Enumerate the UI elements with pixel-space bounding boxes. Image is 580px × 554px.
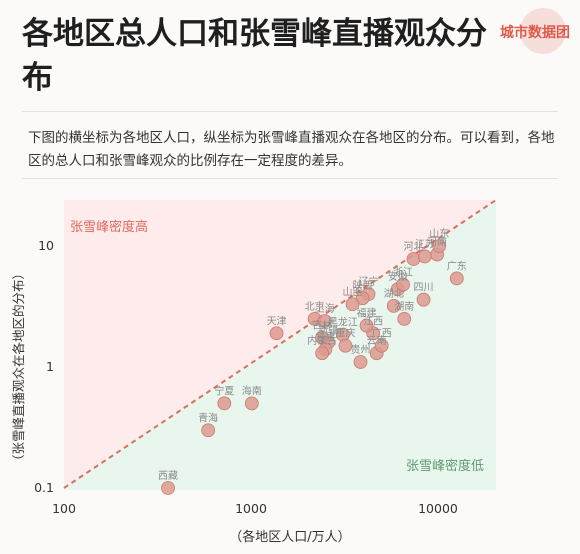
data-point-label: 湖北 [384, 288, 404, 300]
data-point-label: 海南 [242, 384, 262, 397]
data-point-label: 四川 [414, 283, 434, 294]
data-point-label: 青海 [198, 411, 218, 424]
data-point-label: 上海 [315, 302, 335, 315]
data-point-label: 山西 [343, 286, 363, 298]
data-point-label: 辽宁 [359, 275, 379, 288]
data-point [449, 271, 464, 286]
data-point-label: 山东 [429, 227, 449, 240]
data-point [417, 249, 432, 264]
y-tick-label: 0.1 [34, 480, 54, 495]
data-point [345, 297, 360, 312]
axis-ticks: 100 1000 10000 0.1 1 10 [34, 238, 458, 516]
low-density-annotation: 张雪峰密度低 [406, 458, 484, 474]
brand-emblem-icon [520, 8, 566, 54]
y-axis-title: （张雪峰直播观众在各地区的分布） [11, 267, 26, 467]
data-point [201, 423, 216, 438]
data-point-label: 湖南 [394, 300, 414, 313]
x-tick-label: 100 [52, 501, 76, 516]
data-point-label: 陕西 [353, 279, 373, 292]
data-point-label: 宁夏 [214, 384, 234, 397]
proportional-diagonal-line [63, 199, 497, 489]
data-point-label: 河北 [404, 241, 424, 253]
data-point [396, 277, 410, 292]
data-point [317, 314, 332, 328]
data-point [269, 326, 284, 341]
data-point-label: 云南 [367, 334, 387, 347]
data-point [397, 311, 412, 326]
data-point [244, 396, 259, 411]
page-title: 各地区总人口和张雪峰直播观众分布 [22, 16, 487, 96]
data-point-label: 江苏 [415, 237, 435, 250]
data-point [353, 355, 368, 369]
data-point-label: 贵州 [350, 343, 370, 356]
data-point [432, 239, 447, 253]
data-point [315, 346, 329, 361]
data-point-label: 西藏 [158, 470, 178, 482]
data-point-label: 河南 [427, 236, 447, 249]
data-point-label: 天津 [267, 315, 287, 327]
data-point-label: 吉林 [312, 319, 332, 332]
high-density-annotation: 张雪峰密度高 [70, 219, 148, 235]
data-point [386, 298, 401, 313]
data-point [355, 291, 370, 306]
brand-logo: 城市数据团 [490, 8, 572, 54]
title-divider [22, 111, 558, 112]
description-divider [22, 178, 558, 179]
data-point-label: 重庆 [335, 327, 355, 340]
data-points [161, 239, 464, 495]
data-point [161, 481, 175, 495]
data-point [416, 292, 431, 307]
high-density-region [64, 200, 496, 490]
data-point-label: 广东 [447, 259, 467, 272]
x-tick-label: 10000 [418, 501, 458, 516]
data-point [374, 338, 389, 353]
data-point [359, 318, 374, 333]
data-point-label: 江西 [363, 315, 383, 327]
data-point-label: 福建 [357, 307, 377, 320]
data-point-label: 北京 [305, 300, 325, 313]
y-tick-label: 1 [46, 359, 54, 374]
chart-description: 下图的横坐标为各地区人口，纵坐标为张雪峰直播观众在各地区的分布。可以看到，各地区… [28, 130, 555, 169]
data-point-label: 内蒙古 [307, 334, 337, 347]
data-point-label: 新疆 [318, 323, 338, 336]
data-point-label: 甘肃 [315, 330, 335, 343]
data-point-label: 浙江 [393, 267, 413, 279]
data-point [217, 396, 232, 411]
data-point-label: 黑龙江 [328, 316, 358, 329]
y-tick-label: 10 [38, 238, 54, 253]
data-point-label: 广西 [372, 328, 392, 340]
brand-name: 城市数据团 [500, 25, 570, 41]
x-axis-title: （各地区人口/万人） [229, 530, 351, 545]
data-point [406, 252, 421, 266]
x-tick-label: 1000 [235, 501, 267, 516]
data-point-label: 安徽 [388, 270, 408, 283]
data-point [338, 338, 353, 353]
